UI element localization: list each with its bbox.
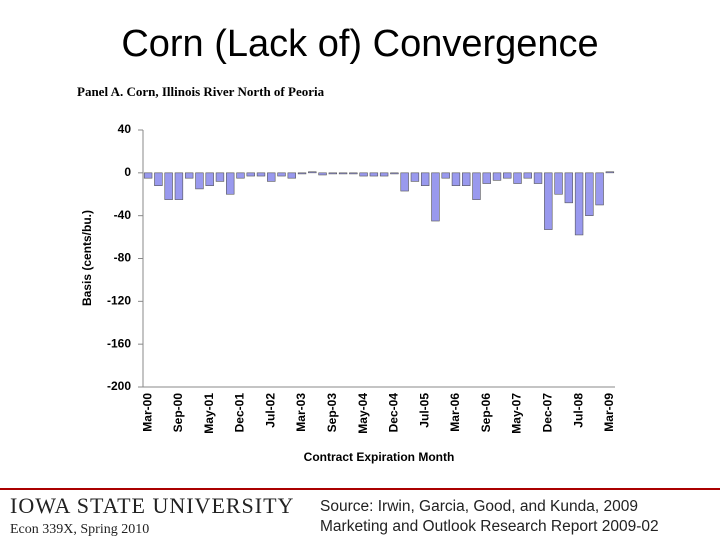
- bar: [574, 172, 584, 236]
- y-tick-label: -200: [107, 379, 131, 393]
- bar: [390, 172, 399, 175]
- bar: [328, 172, 338, 175]
- x-tick-label: Mar-00: [140, 393, 154, 432]
- x-tick-label: Jul-02: [263, 393, 277, 428]
- y-axis-label: Basis (cents/bu.): [80, 210, 94, 306]
- bar: [513, 172, 522, 184]
- x-tick-label: May-07: [510, 393, 524, 434]
- bar: [462, 172, 471, 186]
- bar: [174, 172, 184, 200]
- bar: [267, 172, 276, 182]
- bar: [256, 172, 266, 177]
- bar: [164, 172, 173, 200]
- bar: [308, 171, 317, 174]
- bar: [533, 172, 543, 184]
- bar: [523, 172, 532, 179]
- y-tick-label: -40: [114, 208, 132, 222]
- university-name: Iowa State University: [10, 493, 294, 518]
- panel-title: Panel A. Corn, Illinois River North of P…: [77, 84, 325, 99]
- bar: [349, 172, 358, 175]
- bar: [184, 172, 194, 179]
- bar: [503, 172, 512, 179]
- bar: [297, 172, 307, 175]
- x-tick-label: Dec-07: [540, 393, 554, 433]
- bar: [482, 172, 491, 184]
- y-tick-label: -160: [107, 336, 131, 350]
- course-label: Econ 339X, Spring 2010: [10, 522, 149, 537]
- x-tick-label: Sep-06: [479, 393, 493, 433]
- bar: [205, 172, 214, 186]
- bar: [420, 172, 430, 186]
- bar: [544, 172, 553, 230]
- bar: [195, 172, 204, 190]
- bar: [441, 172, 450, 179]
- bar: [585, 172, 594, 216]
- bar: [143, 172, 153, 179]
- y-tick-label: -120: [107, 294, 131, 308]
- x-tick-label: May-01: [202, 393, 216, 434]
- bar: [154, 172, 163, 186]
- x-tick-label: Sep-00: [171, 393, 185, 433]
- y-tick-label: 0: [124, 165, 131, 179]
- x-axis-label: Contract Expiration Month: [304, 450, 455, 464]
- x-tick-label: May-04: [356, 393, 370, 434]
- x-tick-label: Jul-08: [571, 393, 585, 428]
- bar: [287, 172, 296, 179]
- bar: [246, 172, 255, 177]
- bar: [554, 172, 563, 195]
- bar: [318, 172, 327, 176]
- bar: [379, 172, 389, 177]
- bar: [369, 172, 379, 177]
- bar: [400, 172, 409, 192]
- y-tick-label: -80: [114, 251, 132, 265]
- slide-title: Corn (Lack of) Convergence: [121, 23, 598, 65]
- bar: [595, 172, 604, 206]
- y-tick-label: 40: [118, 122, 132, 136]
- x-tick-label: Dec-04: [387, 393, 401, 433]
- bar: [338, 172, 348, 175]
- x-tick-label: Sep-03: [325, 393, 339, 433]
- x-tick-label: Mar-03: [294, 393, 308, 432]
- bar: [472, 172, 481, 200]
- bar: [236, 172, 245, 179]
- source-line: Source: Irwin, Garcia, Good, and Kunda, …: [320, 498, 638, 515]
- bar: [492, 172, 502, 181]
- bar: [359, 172, 368, 177]
- bar: [431, 172, 440, 222]
- bar: [215, 172, 225, 182]
- source-line: Marketing and Outlook Research Report 20…: [320, 518, 659, 535]
- bar: [277, 172, 286, 177]
- x-tick-label: Jul-05: [417, 393, 431, 428]
- bar: [451, 172, 461, 186]
- bar: [605, 171, 615, 174]
- x-tick-label: Mar-09: [602, 393, 616, 432]
- bar: [410, 172, 420, 182]
- bar: [564, 172, 574, 204]
- bar: [226, 172, 235, 195]
- x-tick-label: Mar-06: [448, 393, 462, 432]
- x-tick-label: Dec-01: [233, 393, 247, 433]
